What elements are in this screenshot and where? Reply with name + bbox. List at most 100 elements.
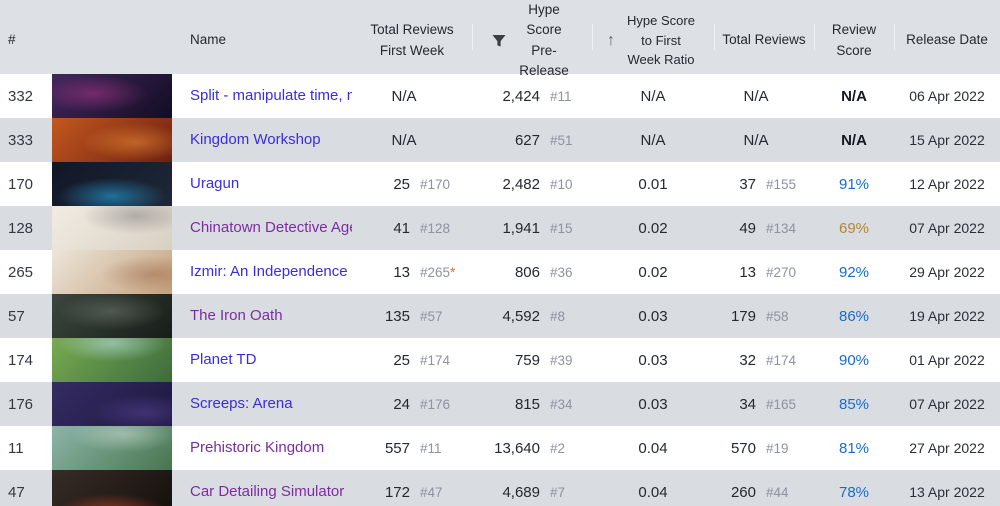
name-cell: Screeps: Arena [172, 395, 352, 413]
total-reviews-value: 179 [730, 307, 756, 325]
table-row: 128 Chinatown Detective Agency 41 #128 1… [0, 206, 1000, 250]
hype-to-reviews-ratio: 0.02 [638, 263, 668, 281]
review-score-value: 90% [838, 351, 870, 369]
review-score-value: 69% [838, 219, 870, 237]
total-reviews-rank: #134 [766, 220, 797, 236]
table-row: 170 Uragun 25 #170 2,482 #10 0.01 37 #15… [0, 162, 1000, 206]
first-week-reviews-value: 25 [393, 351, 410, 369]
name-cell: The Iron Oath [172, 307, 352, 325]
popularity-rank: 333 [8, 131, 34, 149]
column-header-rank[interactable]: # [0, 0, 52, 81]
game-link[interactable]: Izmir: An Independence Simul… [190, 263, 352, 280]
first-week-reviews-value: N/A [391, 87, 417, 105]
total-reviews-rank: #44 [766, 484, 789, 500]
game-link[interactable]: Screeps: Arena [190, 395, 293, 412]
first-week-reviews-cell: 557 #11 [352, 426, 472, 470]
first-week-reviews-rank: #170 [420, 176, 451, 192]
total-reviews-cell: 49 #134 [714, 206, 814, 250]
hype-score-value: 759 [514, 351, 540, 369]
game-thumbnail[interactable] [52, 206, 172, 250]
hype-score-value: 1,941 [502, 219, 540, 237]
column-header-name-label: Name [190, 32, 227, 48]
total-reviews-cell: N/A [714, 118, 814, 162]
table-row: 57 The Iron Oath 135 #57 4,592 #8 0.03 1… [0, 294, 1000, 338]
name-cell: Planet TD [172, 351, 352, 369]
column-header-review-score[interactable]: Review Score [814, 0, 894, 81]
total-reviews-value: 34 [739, 395, 756, 413]
review-score-value: 78% [838, 483, 870, 501]
game-link[interactable]: Planet TD [190, 351, 257, 368]
game-thumbnail[interactable] [52, 338, 172, 382]
hype-score-rank: #7 [550, 484, 566, 500]
total-reviews-cell: 34 #165 [714, 382, 814, 426]
hype-to-reviews-ratio: N/A [640, 87, 666, 105]
hype-score-rank: #34 [550, 396, 573, 412]
first-week-reviews-value: 41 [393, 219, 410, 237]
release-date: 15 Apr 2022 [909, 132, 985, 148]
popularity-rank: 265 [8, 263, 34, 281]
column-header-review-score-label: Review Score [831, 22, 877, 58]
game-link[interactable]: The Iron Oath [190, 307, 283, 324]
column-header-total-reviews[interactable]: Total Reviews [714, 0, 814, 81]
game-link[interactable]: Uragun [190, 175, 240, 192]
review-score-cell: 81% [814, 440, 894, 457]
game-link[interactable]: Car Detailing Simulator [190, 483, 345, 500]
game-thumbnail[interactable] [52, 470, 172, 506]
hype-to-reviews-ratio: 0.03 [638, 395, 668, 413]
total-reviews-value: 260 [730, 483, 756, 501]
table-row: 174 Planet TD 25 #174 759 #39 0.03 32 #1… [0, 338, 1000, 382]
hype-score-rank: #51 [550, 132, 573, 148]
table-row: 265 Izmir: An Independence Simul… 13 #26… [0, 250, 1000, 294]
first-week-reviews-value: 135 [384, 307, 410, 325]
review-score-cell: 92% [814, 264, 894, 281]
release-date: 29 Apr 2022 [909, 264, 985, 280]
first-week-reviews-cell: 25 #174 [352, 338, 472, 382]
hype-score-cell: 4,689 #7 [472, 470, 592, 506]
column-header-hype-label: Hype Score Pre-Release [519, 2, 569, 78]
first-week-reviews-rank: #57 [420, 308, 443, 324]
game-thumbnail[interactable] [52, 294, 172, 338]
game-link[interactable]: Kingdom Workshop [190, 131, 321, 148]
column-header-ratio[interactable]: ↑ Hype Score to First Week Ratio [592, 0, 714, 81]
hype-score-cell: 4,592 #8 [472, 294, 592, 338]
popularity-rank: 47 [8, 483, 25, 501]
column-header-first-week-reviews[interactable]: Total Reviews First Week [352, 0, 472, 81]
name-cell: Uragun [172, 175, 352, 193]
first-week-reviews-rank: #174 [420, 352, 451, 368]
hype-score-value: 4,592 [502, 307, 540, 325]
game-thumbnail[interactable] [52, 250, 172, 294]
hype-score-cell: 13,640 #2 [472, 426, 592, 470]
game-thumbnail[interactable] [52, 382, 172, 426]
game-link[interactable]: Prehistoric Kingdom [190, 439, 325, 456]
hype-to-reviews-ratio: 0.04 [638, 483, 668, 501]
review-score-value: 81% [838, 439, 870, 457]
first-week-reviews-rank: #265* [420, 264, 456, 280]
hype-score-value: 806 [514, 263, 540, 281]
first-week-reviews-cell: 172 #47 [352, 470, 472, 506]
hype-to-reviews-ratio: 0.04 [638, 439, 668, 457]
game-link[interactable]: Chinatown Detective Agency [190, 219, 352, 236]
name-cell: Split - manipulate time, make … [172, 87, 352, 105]
game-thumbnail[interactable] [52, 162, 172, 206]
table-row: 11 Prehistoric Kingdom 557 #11 13,640 #2… [0, 426, 1000, 470]
total-reviews-cell: 32 #174 [714, 338, 814, 382]
hype-score-rank: #36 [550, 264, 573, 280]
total-reviews-value: 570 [730, 439, 756, 457]
total-reviews-value: N/A [743, 87, 769, 105]
game-link[interactable]: Split - manipulate time, make … [190, 87, 352, 104]
game-thumbnail[interactable] [52, 74, 172, 118]
game-thumbnail[interactable] [52, 118, 172, 162]
column-header-name[interactable]: Name [172, 0, 352, 81]
review-score-cell: 90% [814, 352, 894, 369]
name-cell: Chinatown Detective Agency [172, 219, 352, 237]
game-thumbnail[interactable] [52, 426, 172, 470]
column-header-release-date[interactable]: Release Date [894, 0, 1000, 81]
total-reviews-cell: 13 #270 [714, 250, 814, 294]
column-header-hype-score[interactable]: Hype Score Pre-Release [472, 0, 592, 81]
column-header-first-week-label: Total Reviews First Week [370, 22, 454, 58]
filter-icon[interactable] [492, 34, 506, 48]
table-row: 176 Screeps: Arena 24 #176 815 #34 0.03 … [0, 382, 1000, 426]
total-reviews-rank: #58 [766, 308, 789, 324]
total-reviews-rank: #165 [766, 396, 797, 412]
